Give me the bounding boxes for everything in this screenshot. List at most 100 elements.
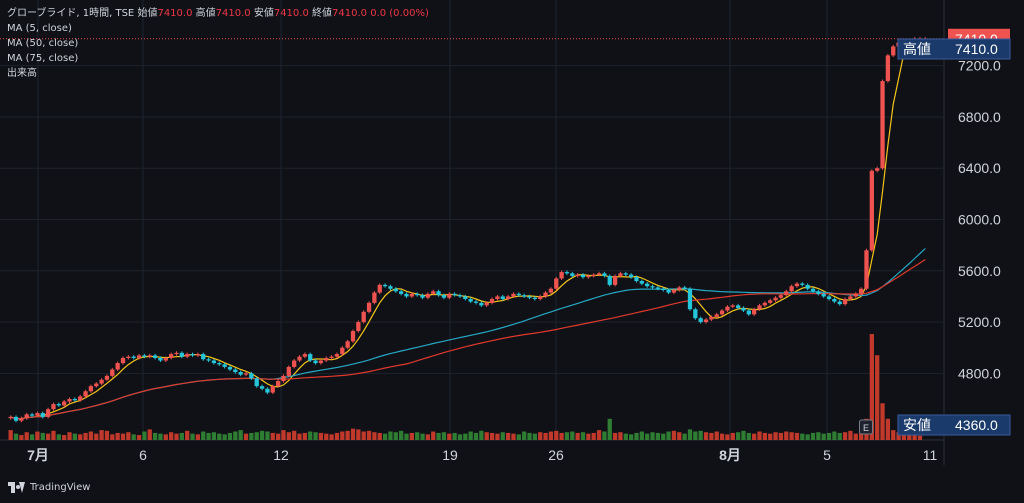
candle-body bbox=[532, 297, 537, 299]
candle-body bbox=[238, 372, 243, 375]
candle-body bbox=[29, 414, 35, 416]
candle-body bbox=[281, 375, 286, 382]
candle-body bbox=[794, 283, 800, 287]
candle-body bbox=[372, 292, 377, 303]
candle-body bbox=[302, 354, 307, 357]
candle-body bbox=[436, 291, 441, 296]
volume-bar bbox=[853, 433, 858, 440]
volume-bar bbox=[473, 432, 479, 440]
volume-bar bbox=[671, 430, 677, 440]
candle-body bbox=[570, 273, 575, 276]
candle-body bbox=[62, 401, 67, 406]
volume-bar bbox=[62, 435, 67, 440]
time-axis[interactable]: 7月 6 12 19 26 8月 5 11 bbox=[27, 447, 937, 463]
candle-body bbox=[752, 309, 757, 315]
candle-body bbox=[275, 381, 281, 387]
candle-body bbox=[645, 283, 650, 287]
candle-body bbox=[420, 295, 425, 298]
candle-body bbox=[826, 296, 832, 299]
candle-body bbox=[40, 413, 45, 417]
volume-bar bbox=[388, 431, 393, 440]
volume-bar bbox=[361, 431, 366, 440]
volume-bar bbox=[917, 435, 923, 440]
volume-bar bbox=[666, 431, 671, 440]
candle-body bbox=[24, 414, 29, 419]
volume-bar bbox=[500, 432, 505, 440]
candle-body bbox=[292, 360, 297, 367]
volume-bar bbox=[104, 430, 110, 440]
volume-bar bbox=[522, 431, 527, 440]
candle-body bbox=[329, 356, 334, 358]
volume-bar bbox=[409, 432, 414, 440]
tradingview-brand[interactable]: TradingView bbox=[8, 482, 90, 493]
candle-body bbox=[853, 293, 858, 297]
volume-bar bbox=[821, 433, 826, 440]
candle-body bbox=[687, 288, 693, 310]
candle-body bbox=[447, 293, 452, 298]
volume-bar bbox=[372, 432, 377, 440]
candle-body bbox=[489, 298, 495, 303]
candle-body bbox=[104, 375, 110, 380]
volume-bar bbox=[126, 432, 131, 440]
candle-body bbox=[629, 274, 634, 278]
candle-body bbox=[580, 274, 586, 278]
candle-body bbox=[324, 357, 329, 361]
candle-body bbox=[564, 272, 570, 274]
indicator-volume[interactable]: 出来高 bbox=[7, 68, 37, 79]
time-tick-label: 8月 bbox=[719, 447, 741, 463]
candle-body bbox=[227, 366, 233, 370]
candle-body bbox=[666, 290, 671, 293]
candle-body bbox=[714, 314, 719, 317]
tradingview-logo-icon bbox=[8, 482, 26, 493]
candle-body bbox=[195, 354, 201, 356]
indicator-ma5[interactable]: MA (5, close) bbox=[7, 23, 72, 34]
volume-bar bbox=[206, 432, 211, 440]
indicator-ma75[interactable]: MA (75, close) bbox=[7, 53, 79, 64]
volume-bar bbox=[645, 433, 650, 440]
volume-bar bbox=[281, 430, 286, 440]
high-marker-badge bbox=[897, 38, 1011, 60]
candle-body bbox=[859, 288, 864, 294]
ma50-line bbox=[10, 248, 926, 420]
price-tick-label: 6800.0 bbox=[958, 109, 1001, 125]
candle-body bbox=[805, 284, 810, 289]
volume-bar bbox=[875, 355, 880, 440]
volume-bar bbox=[612, 432, 618, 440]
volume-bar bbox=[885, 418, 891, 440]
candle-body bbox=[388, 286, 393, 289]
candle-body bbox=[115, 363, 120, 370]
volume-bar bbox=[163, 434, 168, 440]
low-marker-label: 4360.0 bbox=[955, 417, 998, 433]
time-tick-label: 12 bbox=[273, 447, 289, 463]
indicator-ma50[interactable]: MA (50, close) bbox=[7, 38, 79, 49]
candle-body bbox=[522, 295, 527, 297]
volume-bar bbox=[511, 433, 516, 440]
volume-bars bbox=[8, 334, 923, 440]
candle-body bbox=[126, 356, 131, 358]
candle-body bbox=[152, 355, 158, 358]
volume-bar bbox=[505, 432, 511, 440]
candle-body bbox=[479, 302, 484, 306]
symbol-row[interactable]: グローブライド, 1時間, TSE 始値7410.0 高値7410.0 安値74… bbox=[7, 6, 429, 21]
volume-bar bbox=[292, 430, 297, 440]
candle-body bbox=[607, 275, 612, 285]
candle-body bbox=[297, 356, 302, 361]
time-tick-label: 26 bbox=[548, 447, 564, 463]
candle-body bbox=[425, 293, 431, 298]
volume-bar bbox=[227, 432, 233, 440]
volume-bar bbox=[698, 430, 703, 440]
price-axis[interactable]: 7200.0 6800.0 6400.0 6000.0 5600.0 5200.0 4800… bbox=[958, 58, 1001, 382]
volume-bar bbox=[859, 432, 864, 440]
volume-bar bbox=[479, 430, 484, 440]
volume-bar bbox=[120, 433, 126, 440]
price-tick-label: 6000.0 bbox=[958, 212, 1001, 228]
candle-body bbox=[452, 293, 457, 296]
volume-bar bbox=[99, 430, 104, 440]
volume-bar bbox=[94, 433, 99, 440]
volume-bar bbox=[179, 432, 184, 440]
volume-bar bbox=[297, 433, 302, 440]
candle-body bbox=[441, 295, 447, 298]
candle-body bbox=[131, 356, 136, 358]
